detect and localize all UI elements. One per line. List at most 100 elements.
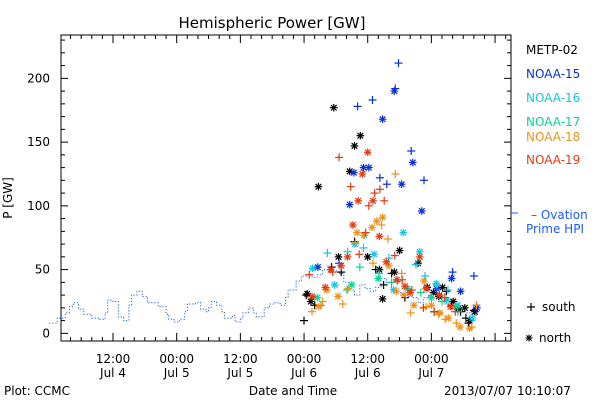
- legend-entry-noaa-16: NOAA-16: [526, 91, 580, 105]
- point-noaa-15-south: [368, 96, 377, 104]
- point-noaa-19-north: [406, 288, 415, 297]
- point-noaa-18-north: [392, 287, 401, 296]
- point-noaa-19-south: [451, 307, 460, 316]
- point-noaa-15-south: [382, 180, 391, 189]
- point-metp-02-south: [442, 287, 451, 296]
- point-noaa-17-north: [451, 302, 460, 311]
- point-metp-02-south: [379, 280, 388, 289]
- point-noaa-15-north: [456, 287, 465, 296]
- point-noaa-19-north: [435, 291, 444, 299]
- y-tick-label: 50: [35, 263, 50, 277]
- y-axis-label: P [GW]: [1, 177, 15, 219]
- point-noaa-18-north: [368, 223, 376, 232]
- point-noaa-19-south: [346, 182, 355, 191]
- point-noaa-18-south: [472, 301, 481, 310]
- point-noaa-18-north: [427, 301, 436, 310]
- ovation-legend-line2: Prime HPI: [526, 222, 584, 236]
- point-noaa-18-south: [351, 238, 360, 247]
- point-noaa-17-south: [355, 263, 364, 272]
- point-noaa-19-south: [419, 303, 428, 312]
- point-noaa-15-north: [350, 168, 358, 177]
- y-tick-label: 100: [27, 199, 50, 213]
- point-noaa-19-south: [370, 189, 379, 198]
- x-tick-date-label: Jul 7: [417, 366, 444, 380]
- legend-entry-noaa-19: NOAA-19: [526, 153, 580, 167]
- point-noaa-19-north: [358, 170, 367, 178]
- point-noaa-16-south: [412, 260, 420, 269]
- point-noaa-17-south: [416, 288, 425, 297]
- point-noaa-18-south: [308, 307, 316, 316]
- point-noaa-17-north: [374, 274, 383, 283]
- y-tick-label: 150: [27, 135, 50, 149]
- x-tick-date-label: Jul 4: [99, 366, 126, 380]
- point-noaa-19-north: [422, 284, 430, 293]
- point-noaa-19-north: [354, 197, 363, 205]
- point-noaa-19-north: [308, 292, 316, 301]
- legend-entry-noaa-15: NOAA-15: [526, 67, 580, 81]
- point-noaa-18-north: [410, 301, 418, 310]
- point-noaa-19-north: [401, 282, 409, 291]
- plot-credit: Plot: CCMC: [4, 384, 70, 398]
- y-tick-labels: 0 50 100 150 200: [27, 71, 50, 340]
- point-noaa-19-north: [321, 283, 330, 292]
- point-metp-02-north: [314, 182, 323, 191]
- point-metp-02-north: [334, 253, 343, 261]
- south-legend-label: south: [542, 300, 576, 314]
- point-noaa-15-north: [408, 158, 417, 167]
- point-noaa-18-south: [452, 319, 461, 328]
- ovation-legend-line1: – Ovation: [531, 208, 588, 222]
- point-noaa-19-north: [382, 258, 391, 266]
- point-noaa-19-south: [335, 153, 344, 162]
- point-noaa-18-north: [420, 277, 428, 285]
- point-noaa-15-north: [345, 200, 354, 209]
- point-noaa-15-north: [364, 163, 373, 172]
- point-noaa-19-north: [369, 197, 377, 205]
- point-noaa-18-north: [378, 213, 387, 222]
- legend-entry-metp-02: METP-02: [526, 43, 578, 57]
- x-tick-time-label: 00:00: [159, 352, 194, 366]
- y-tick-label: 0: [42, 326, 50, 340]
- point-noaa-19-south: [430, 307, 439, 316]
- point-noaa-16-south: [374, 269, 383, 278]
- point-noaa-15-north: [397, 180, 406, 188]
- point-metp-02-north: [438, 283, 447, 292]
- point-metp-02-south: [300, 316, 308, 325]
- point-noaa-15-south: [353, 102, 362, 111]
- point-metp-02-north: [395, 246, 404, 255]
- point-noaa-16-south: [443, 286, 452, 294]
- point-noaa-17-north: [313, 293, 322, 302]
- point-noaa-17-south: [343, 286, 351, 294]
- point-noaa-15-north: [417, 207, 426, 215]
- legend-entry-noaa-17: NOAA-17: [526, 115, 580, 129]
- legend: METP-02 NOAA-15 NOAA-16 NOAA-17 NOAA-18 …: [511, 43, 588, 345]
- point-metp-02-north: [390, 268, 399, 276]
- south-marker-icon: [527, 303, 535, 311]
- point-noaa-15-north: [313, 263, 322, 271]
- point-noaa-18-north: [334, 292, 342, 301]
- point-noaa-18-north: [465, 324, 474, 333]
- point-noaa-19-south: [355, 250, 364, 259]
- point-metp-02-north: [363, 253, 372, 261]
- point-noaa-19-south: [380, 196, 389, 205]
- x-tick-date-label: Jul 6: [290, 366, 317, 380]
- point-noaa-18-south: [318, 297, 327, 306]
- point-noaa-19-north: [343, 253, 352, 261]
- point-noaa-18-south: [391, 170, 400, 178]
- point-noaa-15-south: [375, 173, 384, 182]
- x-tick-time-label: 12:00: [223, 352, 258, 366]
- point-noaa-18-north: [436, 309, 444, 317]
- point-noaa-18-south: [406, 308, 415, 317]
- point-noaa-19-north: [326, 265, 335, 274]
- plot-frame: [60, 34, 512, 342]
- point-noaa-18-north: [399, 291, 408, 299]
- point-noaa-15-north: [390, 87, 399, 95]
- point-noaa-16-north: [468, 314, 477, 322]
- point-metp-02-north: [378, 295, 387, 303]
- point-noaa-18-north: [372, 217, 381, 225]
- point-noaa-16-south: [421, 272, 429, 280]
- point-noaa-16-north: [432, 279, 441, 288]
- point-noaa-16-south: [359, 243, 368, 252]
- point-noaa-19-north: [375, 232, 384, 241]
- point-noaa-19-south: [390, 251, 399, 260]
